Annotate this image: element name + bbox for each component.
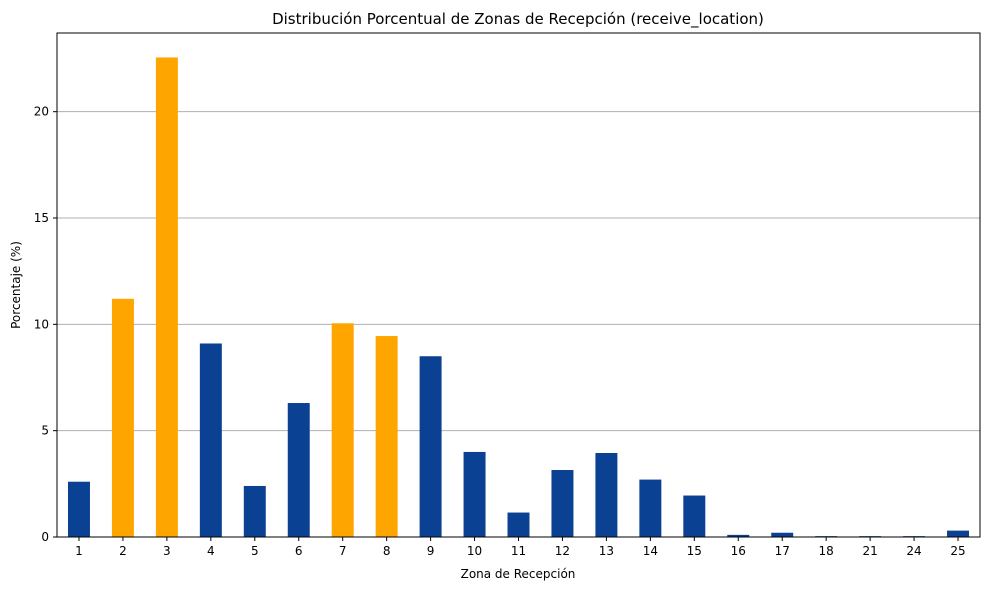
bar-zona-6 (287, 403, 310, 537)
bar-zona-17 (771, 532, 794, 537)
bar-zona-7 (331, 323, 354, 537)
x-tick-label: 3 (163, 544, 171, 558)
bar-zona-5 (243, 485, 266, 537)
y-tick-label: 15 (34, 211, 49, 225)
x-tick-label: 1 (75, 544, 83, 558)
x-tick-label: 2 (119, 544, 127, 558)
x-tick-label: 24 (906, 544, 921, 558)
x-tick-label: 9 (427, 544, 435, 558)
y-tick-label: 5 (41, 424, 49, 438)
x-tick-label: 25 (950, 544, 965, 558)
x-axis-ticks: 1 2 3 4 5 6 7 8 9 10 11 12 13 14 15 16 17 18 21 24 25 (75, 537, 966, 558)
y-axis-label: Porcentaje (%) (9, 241, 23, 329)
bar-zona-11 (507, 512, 530, 537)
bar-zona-15 (683, 495, 706, 537)
grid-lines (57, 111, 980, 432)
y-axis-ticks: 0 5 10 15 20 (34, 105, 57, 544)
bar-zona-13 (595, 453, 618, 537)
bar-zona-1 (67, 481, 90, 537)
x-tick-label: 21 (862, 544, 877, 558)
x-tick-label: 6 (295, 544, 303, 558)
x-tick-label: 13 (599, 544, 614, 558)
x-tick-label: 10 (467, 544, 482, 558)
chart-title: Distribución Porcentual de Zonas de Rece… (272, 10, 764, 29)
bar-zona-9 (419, 356, 442, 537)
bar-zona-12 (551, 470, 574, 537)
bar-zona-3 (155, 57, 178, 538)
y-tick-label: 20 (34, 105, 49, 119)
bar-zona-8 (375, 336, 398, 537)
y-tick-label: 0 (41, 530, 49, 544)
x-tick-label: 18 (819, 544, 834, 558)
x-tick-label: 5 (251, 544, 259, 558)
x-tick-label: 8 (383, 544, 391, 558)
bars (67, 57, 970, 538)
bar-zona-16 (727, 534, 750, 537)
x-tick-label: 7 (339, 544, 347, 558)
x-tick-label: 15 (687, 544, 702, 558)
bar-zona-10 (463, 451, 486, 537)
x-axis-label: Zona de Recepción (461, 567, 576, 581)
bar-zona-4 (199, 343, 222, 537)
bar-zona-2 (111, 298, 134, 537)
bar-zona-14 (639, 479, 662, 537)
plot-frame (56, 32, 981, 538)
x-tick-label: 17 (775, 544, 790, 558)
x-tick-label: 14 (643, 544, 658, 558)
x-tick-label: 12 (555, 544, 570, 558)
bar-zona-25 (947, 530, 970, 537)
x-tick-label: 16 (731, 544, 746, 558)
y-tick-label: 10 (34, 317, 49, 331)
x-tick-label: 11 (511, 544, 526, 558)
x-tick-label: 4 (207, 544, 215, 558)
